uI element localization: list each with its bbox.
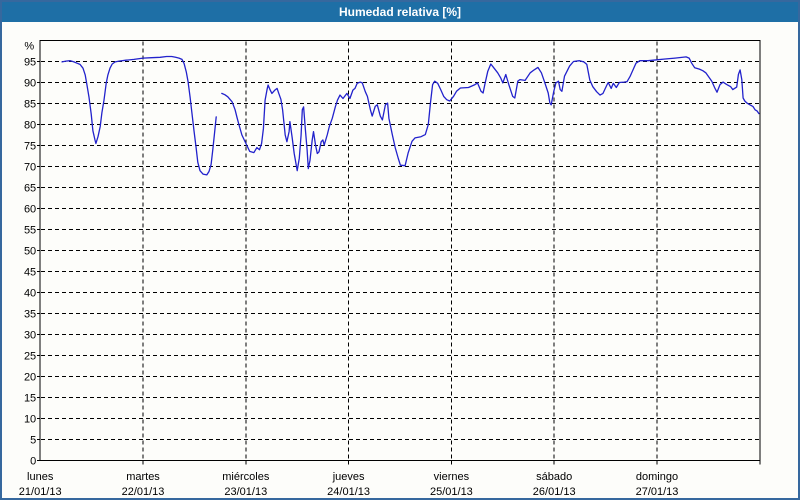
y-tick-label: 20 [24, 372, 36, 384]
x-date-label: 23/01/13 [224, 486, 267, 498]
y-tick-label: 75 [24, 141, 36, 153]
x-date-label: 27/01/13 [636, 486, 679, 498]
x-day-label: miércoles [222, 471, 270, 483]
y-tick-label: 95 [24, 57, 36, 69]
y-tick-label: 10 [24, 414, 36, 426]
window-title-bar[interactable]: Humedad relativa [%] [2, 2, 798, 22]
x-date-label: 24/01/13 [327, 486, 370, 498]
x-date-label: 26/01/13 [533, 486, 576, 498]
x-day-label: sábado [536, 471, 572, 483]
y-tick-label: 25 [24, 351, 36, 363]
humidity-line-segment [61, 55, 217, 176]
gridlines [41, 41, 759, 460]
y-tick-label: 85 [24, 99, 36, 111]
y-tick-label: 30 [24, 330, 36, 342]
x-day-label: martes [126, 471, 160, 483]
y-tick-label: 90 [24, 78, 36, 90]
y-tick-label: 80 [24, 120, 36, 132]
y-tick-label: 5 [30, 435, 36, 447]
y-tick-label: 55 [24, 225, 36, 237]
y-tick-label: 60 [24, 204, 36, 216]
y-tick-label: 45 [24, 267, 36, 279]
x-date-label: 21/01/13 [19, 486, 62, 498]
x-day-label: domingo [636, 471, 678, 483]
y-axis-labels: 0 5 10 15 20 25 30 35 40 45 50 55 60 65 70 75 80 85 90 95% [24, 41, 36, 468]
y-tick-label: 35 [24, 309, 36, 321]
y-tick-label: 65 [24, 183, 36, 195]
y-tick-label: 40 [24, 288, 36, 300]
x-date-label: 25/01/13 [430, 486, 473, 498]
plot-border [39, 40, 761, 461]
y-tick-label: 70 [24, 162, 36, 174]
humidity-line-segment [221, 56, 760, 172]
x-day-label: viernes [434, 471, 470, 483]
chart-title: Humedad relativa [%] [338, 5, 462, 19]
y-tick-label: 15 [24, 393, 36, 405]
x-date-label: 22/01/13 [122, 486, 165, 498]
y-tick-label: 0 [30, 456, 36, 468]
x-day-label: lunes [27, 471, 54, 483]
axes [37, 40, 761, 465]
y-tick-label: 50 [24, 246, 36, 258]
x-day-label: jueves [332, 471, 365, 483]
x-axis-labels: lunes 21/01/13 martes 22/01/13 miércoles 23/0… [19, 471, 679, 498]
humidity-series [61, 55, 760, 176]
y-unit-label: % [24, 41, 34, 53]
